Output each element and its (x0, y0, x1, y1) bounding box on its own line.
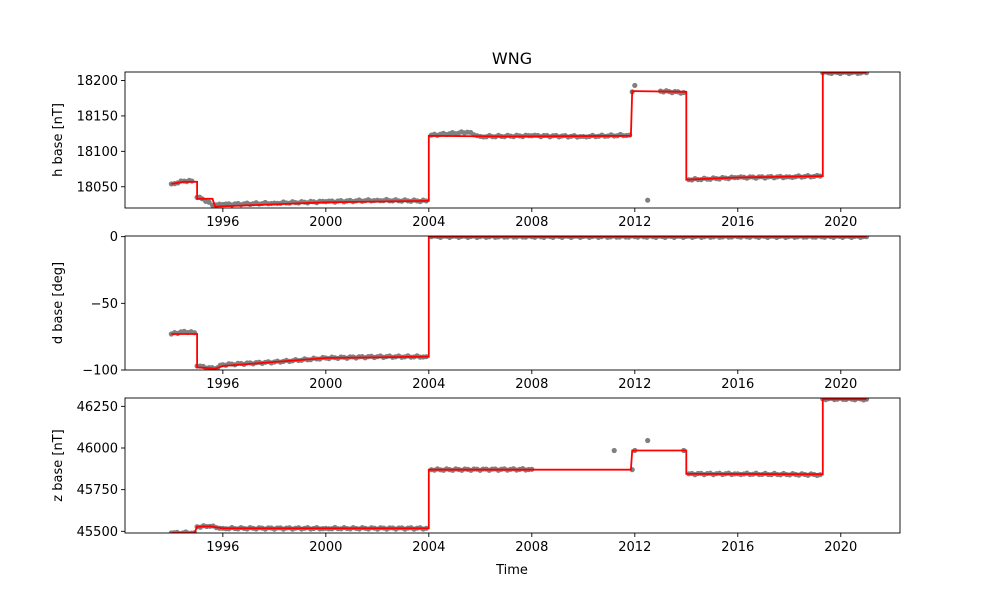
data-point (645, 197, 651, 203)
x-axis-label: Time (495, 563, 528, 578)
axes-frame (124, 71, 901, 209)
x-tick-label: 2012 (618, 377, 651, 392)
panel-2: −100 −50 0 1996 2000 2004 2008 2012 2016 2020 d ba… (51, 230, 901, 392)
x-tick-label: 1996 (206, 377, 239, 392)
panel-1: 18050 18100 18150 18200 1996 2000 2004 2008 2012… (51, 71, 901, 230)
x-tick-label: 2012 (618, 540, 651, 555)
y-tick-label: 0 (110, 230, 118, 245)
axes-frame (124, 397, 901, 534)
x-tick-label: 2000 (309, 540, 342, 555)
fit-line (171, 72, 867, 208)
y-tick-label: 45750 (77, 483, 118, 498)
x-tick-label: 2020 (824, 377, 857, 392)
y-tick-label: −50 (91, 297, 118, 312)
y-tick-label: 46250 (77, 400, 118, 415)
x-tick-label: 2020 (824, 540, 857, 555)
data-point (645, 437, 651, 444)
y-tick-label: −100 (82, 364, 118, 379)
panel-3: 45500 45750 46000 46250 1996 2000 2004 2008 2012… (51, 397, 901, 555)
x-tick-label: 2016 (721, 540, 754, 555)
x-tick-label: 1996 (206, 540, 239, 555)
x-tick-label: 2012 (618, 215, 651, 230)
x-tick-label: 2020 (824, 215, 857, 230)
x-tick-label: 2000 (309, 215, 342, 230)
x-tick-label: 2004 (412, 377, 445, 392)
plot-area (168, 398, 870, 533)
data-point (611, 447, 617, 454)
x-tick-label: 2008 (515, 540, 548, 555)
y-tick-label: 18100 (77, 145, 118, 160)
y-tick-label: 45500 (77, 525, 118, 540)
x-tick-label: 2000 (309, 377, 342, 392)
data-point (632, 82, 638, 89)
x-tick-label: 2004 (412, 540, 445, 555)
y-axis-label: h base [nT] (51, 103, 66, 177)
x-tick-label: 2004 (412, 215, 445, 230)
data-point (206, 199, 212, 205)
x-tick-label: 2008 (515, 215, 548, 230)
x-tick-label: 2016 (721, 377, 754, 392)
y-axis-label: d base [deg] (51, 262, 66, 344)
fit-line (171, 236, 867, 370)
x-tick-label: 2016 (721, 215, 754, 230)
x-tick-label: 2008 (515, 377, 548, 392)
plot-area (168, 236, 870, 370)
y-axis-label: z base [nT] (51, 429, 66, 501)
plot-area (168, 72, 870, 208)
chart-title: WNG (492, 49, 532, 68)
y-tick-label: 18200 (77, 74, 118, 89)
axes-frame (124, 235, 901, 371)
y-tick-label: 46000 (77, 442, 118, 457)
x-tick-label: 1996 (206, 215, 239, 230)
y-tick-label: 18150 (77, 109, 118, 124)
y-tick-label: 18050 (77, 180, 118, 195)
fit-line (171, 398, 867, 533)
panels: 18050 18100 18150 18200 1996 2000 2004 2008 2012… (51, 71, 901, 555)
